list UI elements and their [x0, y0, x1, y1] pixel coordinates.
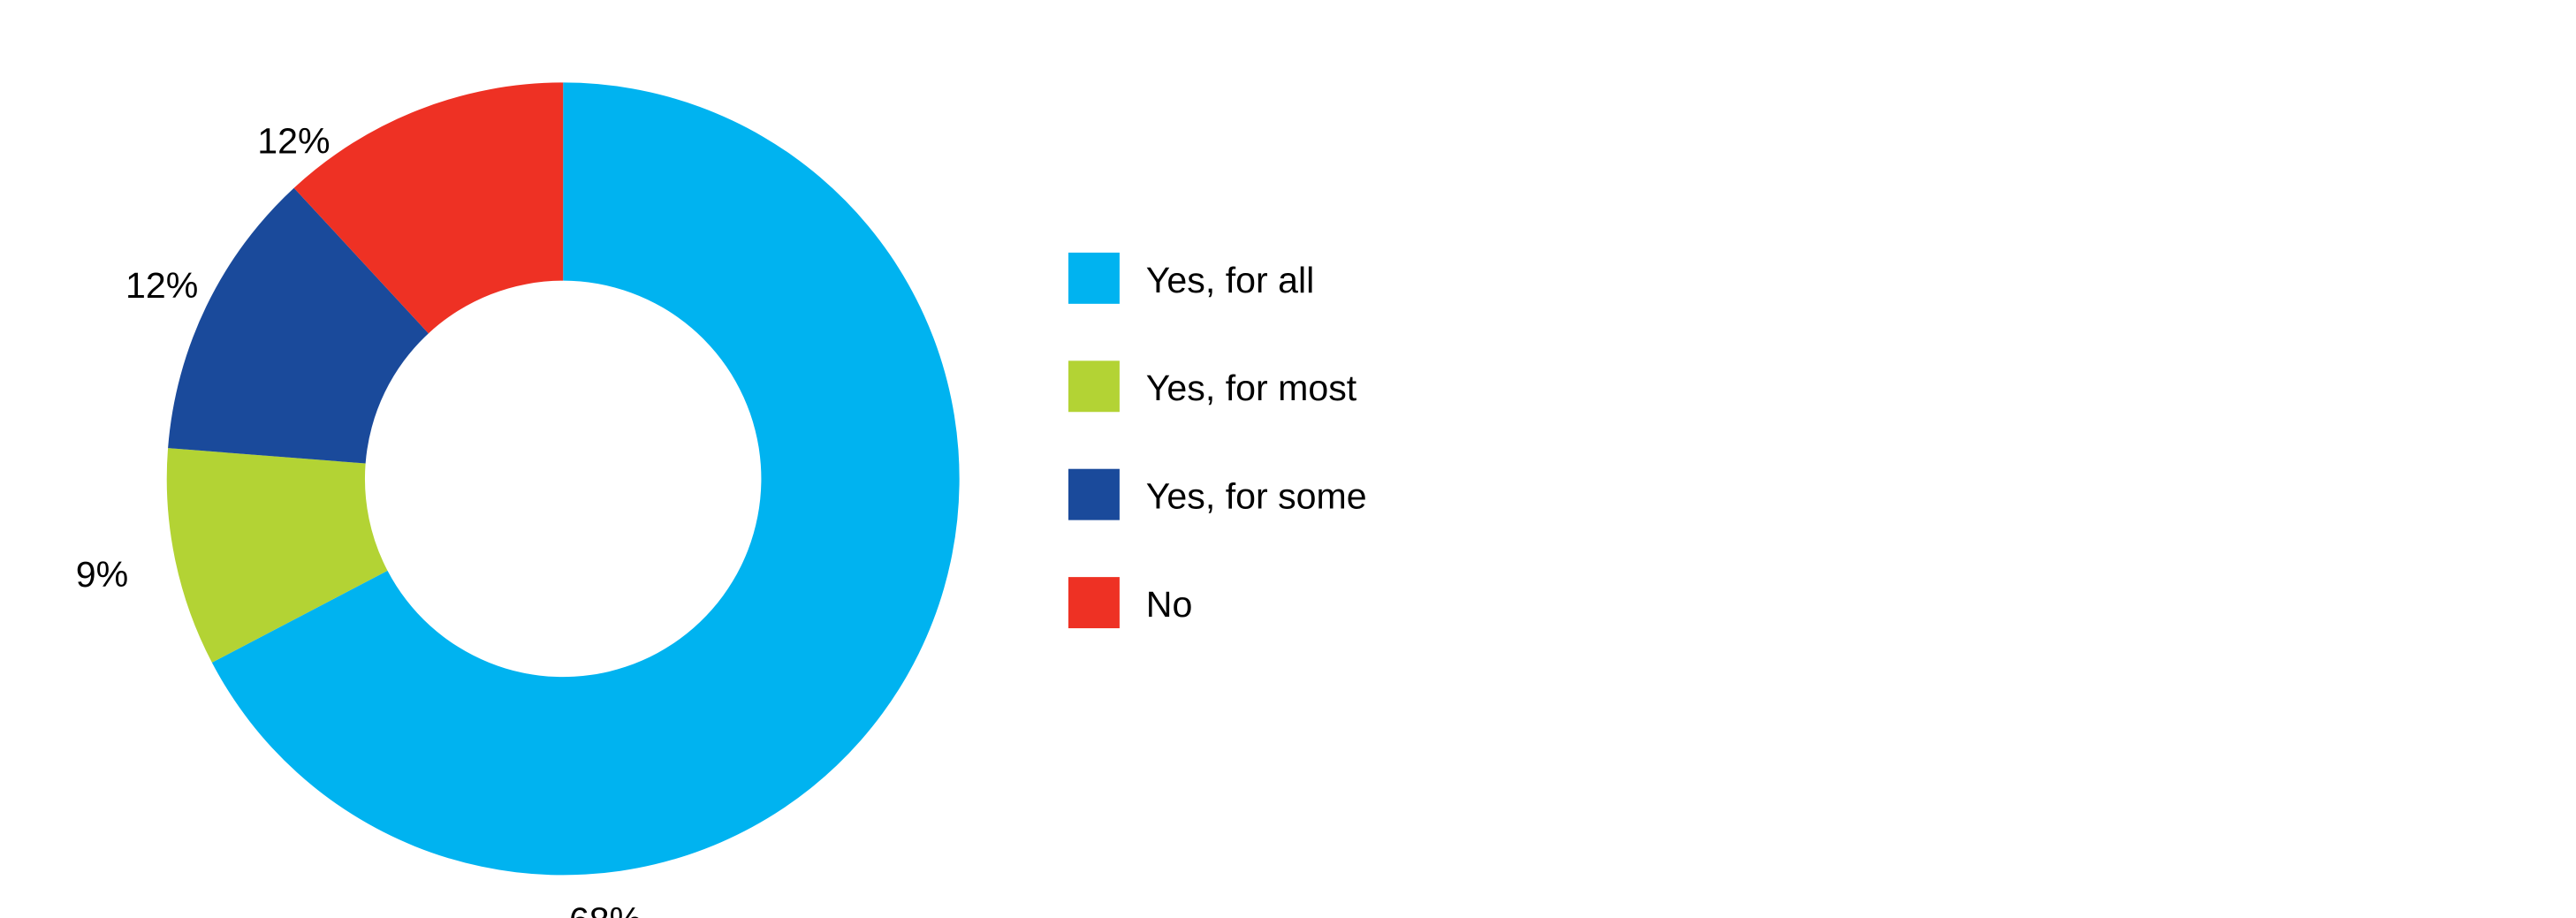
legend: Yes, for all Yes, for most Yes, for some No — [1068, 252, 1367, 629]
slice-yes-for-some — [168, 187, 429, 464]
data-label: 68% — [569, 899, 642, 918]
data-label: 12% — [257, 121, 330, 162]
slice-yes-for-all — [211, 82, 960, 876]
legend-label: Yes, for all — [1146, 260, 1314, 300]
data-label: 9% — [76, 554, 128, 595]
data-label: 12% — [125, 265, 198, 306]
slice-yes-for-most — [166, 448, 388, 663]
legend-label: Yes, for most — [1146, 368, 1357, 408]
data-labels: 68% 9% 12% 12% — [76, 121, 642, 918]
legend-swatch — [1068, 252, 1120, 304]
slice-no — [293, 82, 564, 334]
legend-label: Yes, for some — [1146, 476, 1367, 517]
legend-swatch — [1068, 577, 1120, 629]
legend-label: No — [1146, 584, 1193, 625]
legend-swatch — [1068, 360, 1120, 413]
slices — [166, 82, 960, 876]
legend-swatch — [1068, 468, 1120, 520]
